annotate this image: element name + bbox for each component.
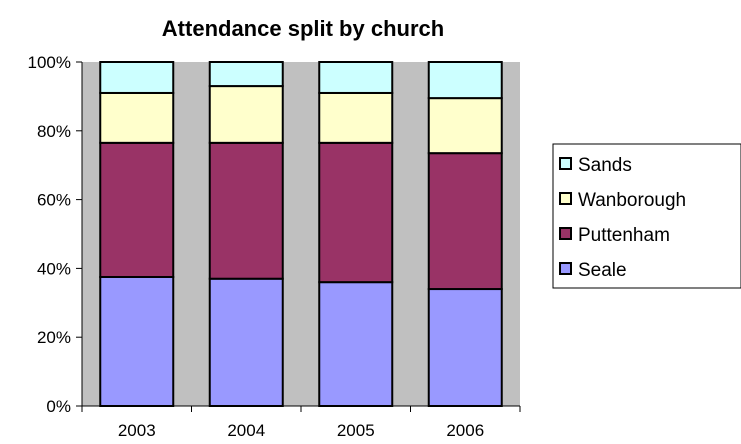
axes-group xyxy=(76,61,521,412)
legend-swatch-sands xyxy=(559,157,572,170)
x-tick-labels: 2003 2004 2005 2006 xyxy=(118,421,484,440)
x-tick-label: 2005 xyxy=(337,421,375,440)
legend-swatch-seale xyxy=(559,262,572,275)
legend-label-seale: Seale xyxy=(578,260,627,281)
legend-label-wanborough: Wanborough xyxy=(578,190,686,211)
bar-wanborough-2003 xyxy=(99,91,175,144)
x-tick-label: 2006 xyxy=(446,421,484,440)
bar-sands-2004 xyxy=(208,61,284,88)
legend-swatch-wanborough xyxy=(559,192,572,205)
y-tick-label: 40% xyxy=(37,259,71,278)
bar-wanborough-2004 xyxy=(208,85,284,144)
bar-wanborough-2005 xyxy=(318,91,394,144)
bar-wanborough-2006 xyxy=(427,97,503,155)
bar-puttenham-2003 xyxy=(99,141,175,278)
bar-puttenham-2005 xyxy=(318,141,394,284)
y-tick-label: 80% xyxy=(37,122,71,141)
x-tick-label: 2004 xyxy=(227,421,265,440)
bar-seale-2004 xyxy=(208,277,284,407)
legend-swatch-puttenham xyxy=(559,227,572,240)
bar-seale-2006 xyxy=(427,288,503,408)
bar-puttenham-2006 xyxy=(427,152,503,291)
y-tick-label: 60% xyxy=(37,191,71,210)
bar-puttenham-2004 xyxy=(208,141,284,280)
x-tick-label: 2003 xyxy=(118,421,156,440)
chart-title: Attendance split by church xyxy=(162,16,444,41)
legend: Sands Wanborough Puttenham Seale xyxy=(552,143,741,289)
y-tick-label: 20% xyxy=(37,328,71,347)
bar-sands-2003 xyxy=(99,61,175,94)
y-tick-labels: 0% 20% 40% 60% 80% 100% xyxy=(28,53,71,416)
bar-seale-2005 xyxy=(318,281,394,407)
y-tick-label: 0% xyxy=(46,397,71,416)
bars-group xyxy=(99,61,503,408)
legend-box xyxy=(552,143,741,289)
bar-sands-2005 xyxy=(318,61,394,94)
bar-seale-2003 xyxy=(99,276,175,407)
legend-label-sands: Sands xyxy=(578,155,632,176)
y-tick-label: 100% xyxy=(28,53,71,72)
legend-label-puttenham: Puttenham xyxy=(578,225,670,246)
bar-sands-2006 xyxy=(427,61,503,100)
